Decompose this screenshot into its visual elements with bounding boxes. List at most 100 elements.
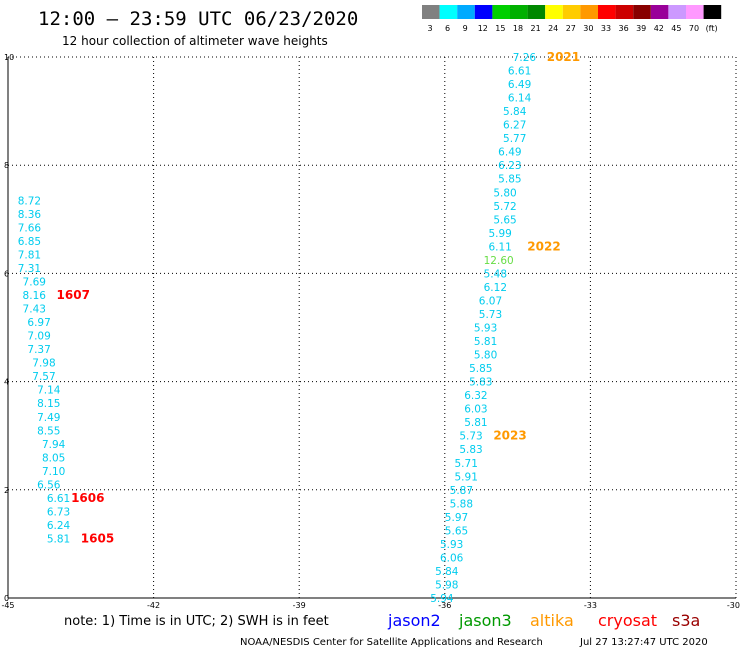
legend-swatch [439, 5, 458, 19]
wave-height-label: 7.98 [32, 358, 55, 370]
wave-height-label: 5.88 [450, 498, 473, 510]
wave-height-label: 5.77 [503, 133, 526, 145]
wave-height-label: 7.10 [42, 466, 65, 478]
wave-height-label: 7.69 [23, 277, 46, 289]
y-tick-label: 10 [4, 53, 14, 62]
wave-height-label: 6.97 [27, 317, 50, 329]
legend-swatch [650, 5, 669, 19]
wave-height-label: 6.85 [18, 236, 41, 248]
wave-height-label: 6.23 [498, 160, 521, 172]
legend-label: 39 [636, 24, 646, 33]
wave-height-label: 5.85 [469, 363, 492, 375]
wave-height-label: 5.65 [445, 525, 468, 537]
wave-height-label: 7.26 [513, 52, 537, 64]
wave-height-label: 6.49 [498, 147, 521, 159]
wave-height-label: 6.06 [440, 552, 464, 564]
x-tick-label: -36 [438, 601, 451, 610]
satellite-name: jason3 [458, 611, 512, 630]
wave-height-label: 7.57 [32, 371, 55, 383]
legend-swatch [615, 5, 634, 19]
footer-note: note: 1) Time is in UTC; 2) SWH is in fe… [64, 614, 329, 629]
y-tick-label: 0 [4, 594, 9, 603]
legend-label: 18 [513, 24, 523, 33]
wave-height-label: 5.48 [484, 268, 507, 280]
legend-label: 15 [495, 24, 505, 33]
wave-height-label: 5.84 [503, 106, 527, 118]
wave-height-label: 7.66 [18, 222, 42, 234]
wave-height-label: 5.81 [47, 533, 70, 545]
wave-height-label: 6.73 [47, 506, 70, 518]
x-tick-label: -42 [147, 601, 160, 610]
legend-swatch [562, 5, 581, 19]
legend-label: 24 [548, 24, 558, 33]
wave-height-label: 5.83 [469, 377, 492, 389]
wave-height-label: 6.11 [488, 241, 511, 253]
wave-height-label: 7.49 [37, 412, 60, 424]
wave-height-label: 6.61 [47, 493, 70, 505]
wave-height-label: 5.83 [459, 444, 482, 456]
legend-swatch [492, 5, 510, 19]
chart-title: 12:00 – 23:59 UTC 06/23/2020 [38, 8, 358, 30]
legend-swatch [422, 5, 440, 19]
wave-height-label: 7.81 [18, 249, 41, 261]
legend-swatch [598, 5, 616, 19]
wave-height-points: 5.816.246.736.616.567.108.057.948.557.49… [18, 52, 537, 605]
wave-height-label: 6.03 [464, 404, 487, 416]
wave-height-label: 5.93 [474, 323, 497, 335]
wave-height-label: 5.85 [498, 174, 521, 186]
legend-label: 33 [601, 24, 611, 33]
satellite-name: jason2 [387, 611, 441, 630]
legend-swatch [703, 5, 722, 19]
wave-height-label: 5.93 [440, 539, 463, 551]
wave-height-label: 12.60 [484, 255, 514, 267]
legend-label: 12 [478, 24, 488, 33]
satellite-name: altika [530, 611, 574, 630]
y-tick-label: 6 [4, 269, 9, 278]
legend-label: 27 [566, 24, 576, 33]
y-tick-label: 4 [4, 378, 9, 387]
wave-height-label: 6.32 [464, 390, 487, 402]
x-tick-label: -30 [727, 601, 740, 610]
wave-height-label: 8.16 [23, 290, 47, 302]
legend-label: 9 [463, 24, 468, 33]
legend-swatch [545, 5, 563, 19]
wave-height-label: 6.12 [484, 282, 507, 294]
wave-height-label: 5.73 [459, 431, 482, 443]
wave-height-label: 8.72 [18, 195, 41, 207]
legend-swatch [633, 5, 651, 19]
wave-height-label: 5.73 [479, 309, 502, 321]
legend-label: 36 [619, 24, 629, 33]
pass-number-label: 2022 [527, 239, 560, 253]
wave-height-label: 5.81 [464, 417, 487, 429]
legend-swatch [580, 5, 598, 19]
wave-height-label: 6.56 [37, 479, 61, 491]
pass-number-label: 1606 [71, 491, 104, 505]
legend-label: 42 [654, 24, 664, 33]
wave-height-label: 6.49 [508, 79, 531, 91]
x-tick-label: -45 [1, 601, 14, 610]
legend-swatch [686, 5, 704, 19]
wave-height-label: 5.71 [455, 458, 478, 470]
footer-timestamp: Jul 27 13:27:47 UTC 2020 [579, 637, 708, 648]
legend-label: 30 [583, 24, 593, 33]
wave-height-label: 5.80 [474, 350, 497, 362]
satellite-name: cryosat [598, 611, 657, 630]
wave-height-label: 7.09 [27, 331, 50, 343]
wave-height-label: 5.72 [493, 201, 516, 213]
wave-height-label: 5.94 [430, 593, 454, 605]
legend-label: 45 [671, 24, 681, 33]
satellite-legend: jason2 jason3 altika cryosat s3a [387, 611, 700, 630]
wave-height-label: 6.14 [508, 93, 532, 105]
footer-credit: NOAA/NESDIS Center for Satellite Applica… [240, 637, 543, 648]
wave-height-label: 5.80 [493, 187, 516, 199]
legend-label: 70 [689, 24, 699, 33]
wave-height-label: 8.36 [18, 209, 42, 221]
wave-height-label: 7.43 [23, 304, 46, 316]
legend-swatch [457, 5, 475, 19]
wave-height-label: 5.87 [450, 485, 473, 497]
y-tick-label: 8 [4, 161, 9, 170]
wave-height-label: 7.14 [37, 385, 61, 397]
wave-height-label: 5.81 [474, 336, 497, 348]
wave-height-label: 7.37 [27, 344, 50, 356]
